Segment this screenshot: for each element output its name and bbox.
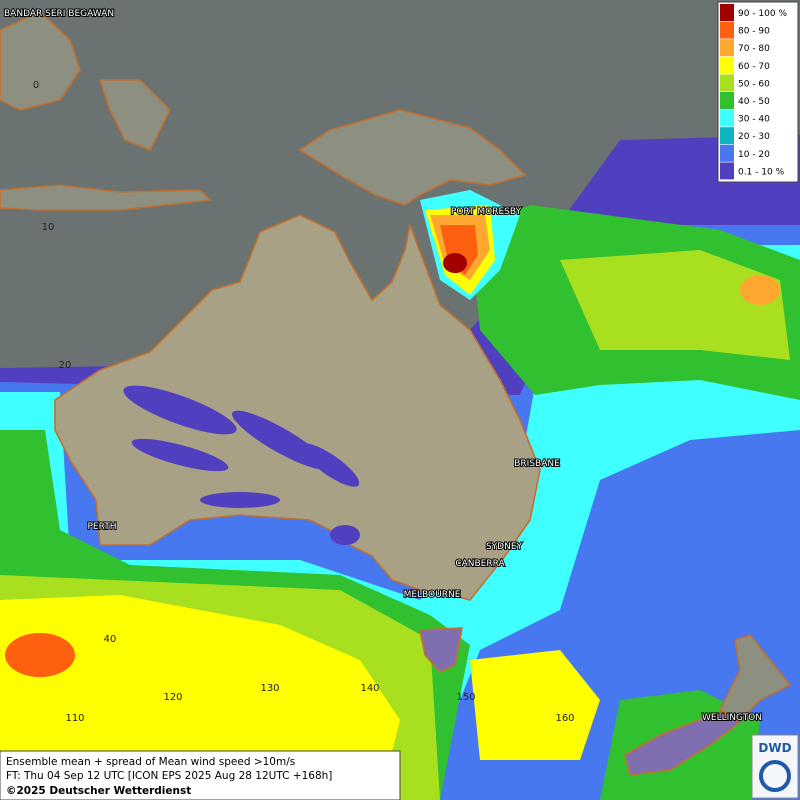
field-orange-east — [740, 275, 780, 305]
legend-label: 70 - 80 — [738, 44, 770, 54]
legend-swatch — [720, 74, 734, 92]
legend-swatch — [720, 92, 734, 109]
borneo — [0, 11, 81, 111]
longitude-label: 160 — [555, 713, 574, 724]
city-label: CANBERRA — [455, 559, 505, 569]
field-lightgreen-east — [560, 250, 790, 360]
legend-label: 50 - 60 — [738, 79, 770, 89]
city-label: BANDAR SERI BEGAWAN — [4, 9, 114, 19]
city-label: WELLINGTON — [702, 713, 762, 723]
longitude-label: 150 — [456, 692, 475, 703]
patch — [231, 410, 329, 470]
longitude-label: 120 — [163, 692, 182, 703]
legend-label: 20 - 30 — [738, 132, 770, 142]
legend-label: 40 - 50 — [738, 97, 770, 107]
longitude-label: 130 — [260, 683, 279, 694]
legend-label: 0.1 - 10 % — [738, 167, 785, 177]
field-yellow — [0, 595, 400, 800]
patch — [300, 443, 360, 487]
legend-label: 80 - 90 — [738, 27, 770, 37]
legend-swatch — [720, 21, 734, 39]
land-wind-patches — [123, 385, 360, 545]
legend-swatch — [720, 39, 734, 57]
logo-text: DWD — [758, 741, 791, 755]
nz-south — [624, 711, 742, 776]
longitude-label: 140 — [360, 683, 379, 694]
latitude-label: 40 — [104, 634, 117, 645]
city-label: BRISBANE — [514, 459, 560, 469]
field-png-redorange — [440, 225, 478, 275]
city-label: PORT MORESBY — [451, 207, 522, 217]
nz-north — [718, 634, 792, 721]
logo-icon — [759, 760, 791, 792]
field-orange — [5, 633, 75, 677]
legend-swatch — [720, 4, 734, 21]
sulawesi — [98, 79, 171, 152]
land — [0, 11, 792, 776]
city-label: PERTH — [88, 522, 117, 532]
footer-line: FT: Thu 04 Sep 12 UTC [ICON EPS 2025 Aug… — [6, 770, 332, 782]
footer-line: ©2025 Deutscher Wetterdienst — [6, 785, 191, 797]
latitude-label: 20 — [59, 360, 72, 371]
logo: DWD — [751, 734, 799, 799]
latitude-label: 10 — [42, 222, 55, 233]
footer-box — [0, 750, 401, 800]
patch — [200, 492, 280, 508]
field-yellow-2 — [470, 650, 600, 760]
patch — [330, 525, 360, 545]
legend-label: 30 - 40 — [738, 115, 770, 125]
australia — [54, 214, 541, 601]
footer: Ensemble mean + spread of Mean wind spee… — [0, 750, 401, 800]
legend-swatch — [720, 56, 734, 74]
longitude-label: 110 — [65, 713, 84, 724]
latitude-label: 0 — [33, 80, 39, 91]
labels: BANDAR SERI BEGAWAN PORT MORESBY BRISBANE S… — [3, 8, 763, 724]
city-label: SYDNEY — [486, 542, 523, 552]
legend-swatch — [720, 127, 734, 145]
legend: 90 - 100 % 80 - 90 70 - 80 60 - 70 50 - 60 40… — [717, 1, 799, 183]
new-guinea — [298, 109, 527, 206]
legend-label: 90 - 100 % — [738, 9, 787, 19]
logo-box — [751, 734, 799, 799]
field-darkred — [443, 253, 467, 273]
patch — [131, 438, 229, 472]
legend-swatch — [720, 144, 734, 162]
legend-label: 10 - 20 — [738, 150, 770, 160]
legend-swatch — [720, 109, 734, 127]
tasmania — [419, 627, 463, 673]
footer-line: Ensemble mean + spread of Mean wind spee… — [6, 756, 295, 768]
legend-label: 60 - 70 — [738, 62, 770, 72]
lesser-sunda — [0, 184, 212, 211]
patch — [123, 385, 237, 435]
city-label: MELBOURNE — [404, 590, 461, 600]
legend-swatch — [720, 162, 734, 180]
